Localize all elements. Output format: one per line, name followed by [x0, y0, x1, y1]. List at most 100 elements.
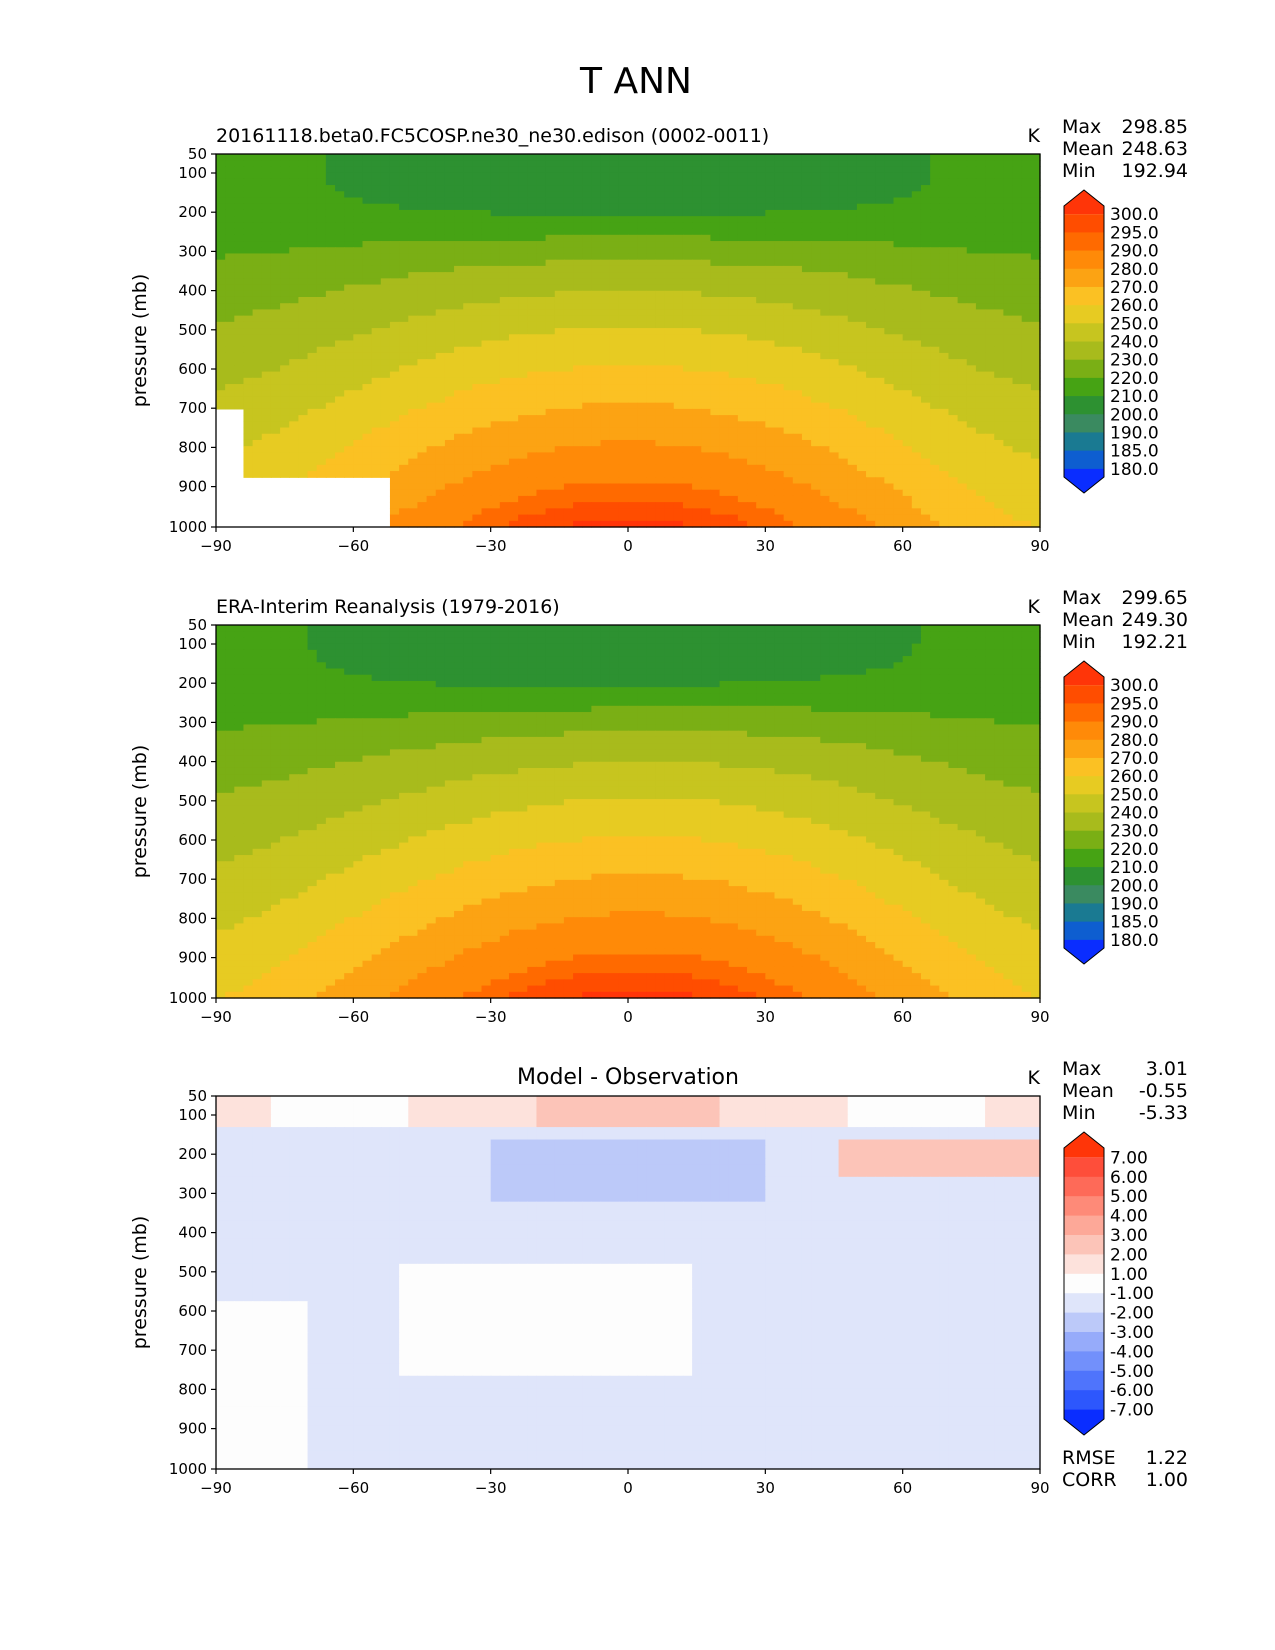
contour-cell [1003, 495, 1014, 503]
contour-cell [1030, 197, 1041, 205]
contour-cell [499, 284, 510, 292]
contour-cell [866, 247, 876, 255]
contour-cell [216, 166, 226, 174]
contour-cell [847, 303, 858, 311]
contour-cell [792, 166, 803, 174]
contour-cell [719, 185, 730, 192]
contour-cell [646, 185, 657, 192]
contour-cell [499, 241, 510, 248]
contour-cell [518, 471, 528, 478]
contour-cell [563, 247, 574, 255]
contour-cell [225, 241, 235, 248]
contour-cell [875, 328, 885, 335]
contour-cell [1030, 390, 1041, 398]
contour-cell [225, 315, 235, 323]
contour-cell [563, 328, 574, 335]
contour-cell [426, 433, 437, 441]
contour-cell [252, 315, 263, 323]
contour-cell [417, 247, 428, 255]
contour-cell [344, 415, 354, 422]
contour-cell [637, 241, 647, 248]
contour-cell [591, 446, 602, 453]
contour-cell [582, 166, 592, 174]
contour-cell [682, 477, 693, 485]
contour-cell [673, 352, 684, 360]
contour-cell [783, 340, 794, 348]
contour-cell [536, 340, 547, 348]
contour-cell [389, 371, 400, 379]
contour-cell [884, 421, 895, 429]
contour-cell [289, 427, 299, 435]
contour-cell [701, 340, 711, 348]
contour-cell [399, 452, 409, 460]
contour-cell [692, 172, 702, 180]
contour-cell [1003, 427, 1014, 435]
contour-cell [655, 278, 666, 286]
contour-cell [508, 334, 519, 342]
contour-cell [582, 402, 592, 410]
contour-cell [444, 296, 455, 304]
contour-cell [820, 471, 831, 478]
contour-cell [399, 396, 409, 404]
contour-cell [545, 222, 556, 230]
contour-cell [792, 284, 803, 292]
contour-cell [1021, 321, 1032, 329]
contour-cell [527, 265, 538, 273]
contour-cell [399, 191, 409, 199]
contour-cell [508, 284, 519, 292]
contour-cell [728, 241, 739, 248]
contour-cell [710, 234, 721, 242]
contour-cell [325, 197, 336, 205]
contour-cell [930, 303, 940, 311]
contour-cell [884, 185, 895, 192]
contour-cell [499, 278, 510, 286]
contour-cell [710, 483, 721, 491]
contour-cell [289, 222, 299, 230]
contour-cell [499, 439, 510, 447]
contour-cell [261, 209, 272, 217]
contour-cell [930, 259, 940, 267]
contour-cell [994, 241, 1004, 248]
contour-cell [408, 265, 419, 273]
contour-cell [637, 384, 647, 391]
contour-cell [444, 439, 455, 447]
contour-cell [545, 284, 556, 292]
contour-cell [325, 377, 336, 385]
contour-cell [1012, 265, 1023, 273]
contour-cell [811, 272, 821, 279]
contour-cell [655, 259, 666, 267]
contour-cell [957, 272, 968, 279]
contour-cell [563, 384, 574, 391]
contour-cell [1030, 365, 1041, 373]
contour-cell [893, 464, 904, 472]
contour-cell [261, 309, 272, 317]
contour-cell [261, 290, 272, 298]
contour-cell [719, 359, 730, 366]
contour-cell [280, 265, 290, 273]
contour-cell [1021, 222, 1032, 230]
contour-cell [518, 290, 528, 298]
contour-cell [866, 321, 876, 329]
contour-cell [234, 365, 245, 373]
contour-cell [399, 495, 409, 503]
contour-cell [591, 172, 602, 180]
contour-cell [573, 421, 583, 429]
contour-cell [911, 377, 922, 385]
contour-cell [609, 178, 620, 186]
contour-cell [975, 427, 986, 435]
contour-cell [756, 241, 766, 248]
contour-cell [701, 458, 711, 466]
contour-cell [985, 402, 995, 410]
contour-cell [957, 290, 968, 298]
contour-cell [820, 458, 831, 466]
contour-cell [289, 296, 299, 304]
contour-cell [682, 371, 693, 379]
contour-cell [417, 458, 428, 466]
contour-cell [920, 253, 931, 261]
contour-cell [472, 328, 483, 335]
contour-cell [884, 253, 895, 261]
contour-cell [307, 154, 318, 161]
contour-cell [499, 483, 510, 491]
contour-cell [884, 191, 895, 199]
contour-cell [655, 253, 666, 261]
